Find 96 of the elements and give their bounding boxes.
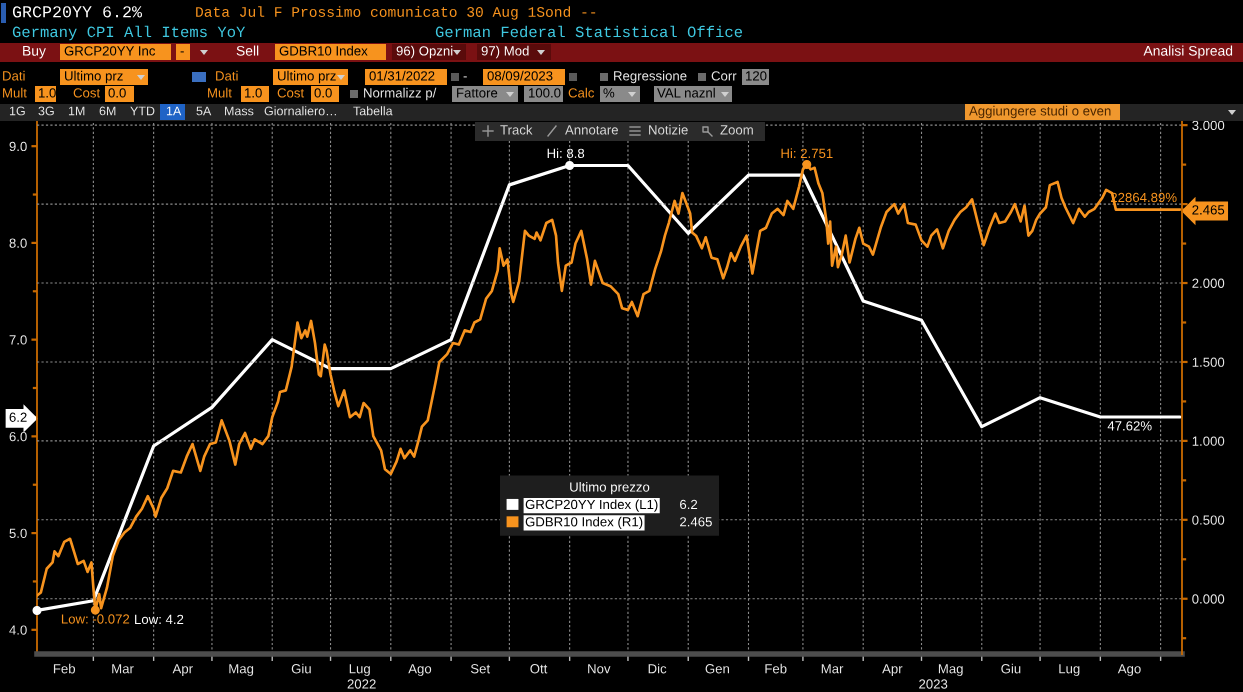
y-tick-label: 4.0 (9, 625, 27, 635)
y-tick-label: 8.0 (9, 238, 27, 248)
y2-tick-label: 1.000 (1192, 436, 1225, 446)
text: - (463, 76, 467, 78)
text: 1.0 (39, 88, 56, 98)
x-tick-label: Giu (1001, 663, 1021, 674)
text: 1G (9, 106, 25, 116)
text: 120 (746, 71, 767, 81)
y2-tick-label: 2.000 (1192, 278, 1225, 288)
text: Cost (73, 88, 101, 98)
text: Sell (236, 45, 259, 56)
x-tick-label: Giu (291, 663, 311, 674)
text: 1M (68, 106, 85, 116)
text: 0.0 (108, 88, 126, 98)
text: 1.0 (245, 88, 262, 98)
text: 96) Opzni (396, 45, 453, 59)
x-tick-label: Feb (765, 663, 787, 674)
text: Dati (216, 70, 238, 81)
text: Cost (277, 88, 305, 98)
x-tick-label: Apr (172, 664, 193, 677)
x-tick-label: Mag (229, 664, 254, 677)
annotation: Hi: 8.8 (547, 148, 585, 159)
annotation: Zoom (720, 125, 753, 135)
text: GRCP20YY Inc (64, 46, 156, 56)
text: 100.0 (529, 88, 561, 98)
text: Calc (568, 87, 595, 98)
y2-tick-label: 1.500 (1192, 357, 1225, 367)
annotation: 47.62% (1107, 421, 1152, 431)
text: Giornaliero… (264, 106, 336, 116)
x-tick-label: Ago (408, 664, 432, 677)
annotation: Low: 4.2 (135, 614, 184, 625)
text: 01/31/2022 (369, 70, 435, 81)
x-tick-label: Feb (53, 663, 76, 674)
x-tick-label: Dic (648, 663, 667, 674)
text: 0.0 (314, 88, 332, 98)
x-tick-label: Mar (821, 664, 844, 674)
legend-label: GRCP20YY Index (L1) (525, 499, 658, 512)
x2-tick-label: 2023 (919, 679, 948, 689)
x-tick-label: Lug (349, 664, 370, 677)
text: GDBR10 Index (279, 45, 368, 56)
x-tick-label: Ago (1117, 664, 1141, 677)
text: 5A (196, 106, 212, 116)
annotation: 6.2 (680, 499, 698, 510)
chart-title: GRCP20YY 6.2% (12, 6, 143, 18)
text: YTD (130, 106, 155, 116)
text: Mass (225, 106, 254, 116)
text: 08/09/2023 (487, 70, 553, 81)
text: 1A (166, 106, 182, 116)
x2-tick-label: 2022 (347, 679, 376, 689)
text: Fattore (457, 88, 498, 98)
y2-tick-label: 0.500 (1192, 515, 1225, 525)
legend-label: GDBR10 Index (R1) (525, 516, 643, 530)
text: VAL naznl (657, 87, 715, 98)
text: Corr (711, 71, 737, 81)
text: Aggiungere studi o even (969, 105, 1111, 119)
y-tick-label: 6.2 (9, 412, 27, 422)
y2-tick-label: 3.000 (1192, 120, 1225, 131)
text: Mult (3, 87, 27, 98)
text: - (180, 51, 184, 53)
x-tick-label: Mar (112, 664, 134, 674)
x-tick-label: Gen (705, 664, 729, 674)
chart-subtitle: Germany CPI All Items YoY (12, 25, 246, 41)
text: Buy (23, 46, 46, 59)
text: Regressione (614, 70, 687, 84)
x-tick-label: Set (470, 664, 491, 674)
text: % (603, 88, 615, 98)
y-tick-label: 9.0 (9, 141, 27, 152)
text: Ultimo prz (278, 70, 336, 84)
y-tick-label: 7.0 (9, 335, 27, 345)
text: 6M (99, 106, 116, 116)
y2-tick-label: 0.000 (1192, 594, 1225, 604)
annotation: 2.465 (680, 517, 712, 527)
text: Dati (3, 70, 25, 81)
text: 97) Mod (481, 45, 529, 59)
x-tick-label: Lug (1059, 664, 1080, 677)
y-tick-label: 6.0 (9, 431, 27, 442)
annotation: Low: -0.072 (61, 614, 130, 624)
text: Analisi Spread (1143, 45, 1233, 59)
x-tick-label: Mag (938, 664, 963, 677)
annotation: Annotare (565, 125, 618, 135)
x-tick-label: Nov (588, 664, 611, 674)
text: Ultimo prz (65, 70, 123, 84)
text: German Federal Statistical Office (435, 25, 743, 38)
y-tick-label: 5.0 (9, 528, 27, 538)
y2-tick-label: 2.465 (1192, 205, 1225, 215)
annotation: Hi: 2.751 (781, 148, 833, 159)
text: Mult (208, 87, 232, 98)
text: Data Jul F Prossimo comunicato 30 Aug 1Sond -- (196, 6, 596, 20)
annotation: Track (500, 124, 533, 135)
text: Tabella (353, 106, 393, 116)
text: 3G (38, 106, 54, 116)
legend-title: Ultimo prezzo (570, 482, 650, 495)
text: Normalizz p/ (364, 87, 437, 101)
x-tick-label: Apr (882, 664, 903, 677)
x-tick-label: Ott (530, 664, 548, 674)
annotation: Notizie (649, 124, 688, 135)
